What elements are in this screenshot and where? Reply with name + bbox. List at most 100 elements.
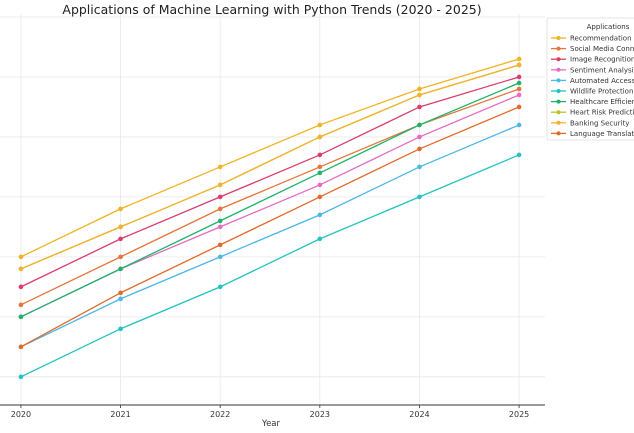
data-point [217,206,223,212]
series-social-media-conn [18,86,522,308]
data-point [417,86,422,92]
data-point [317,182,323,188]
legend-marker [556,131,561,136]
series-automated-access [18,122,522,350]
legend-marker [556,78,561,83]
series-healthcare-efficien [18,80,522,320]
data-point [417,134,422,140]
x-tick-label: 2023 [310,410,330,419]
series-line [20,64,520,270]
legend-marker [556,67,561,72]
data-point [317,194,323,200]
series-line [20,76,520,288]
series-recommendation [18,56,522,260]
data-point [516,62,522,68]
data-point [317,236,323,242]
data-point [317,122,323,128]
legend-label: Banking Security [570,119,629,127]
legend-label: Healthcare Efficien [570,98,634,106]
legend-item: Healthcare Efficien [551,98,634,106]
legend-marker [556,89,561,93]
legend-marker [556,120,561,125]
legend-box [546,17,634,141]
legend-item: Automated Access [551,77,634,85]
data-point [516,92,522,98]
grid [0,14,545,405]
legend-marker [556,46,561,51]
legend-marker [556,57,561,62]
data-point [417,164,422,170]
data-point [118,224,123,230]
data-point [417,122,422,128]
data-point [18,284,24,290]
series-sentiment-analysi [18,92,522,320]
data-point [217,164,223,170]
series-line [20,94,520,318]
legend-label: Social Media Conn [570,45,634,53]
data-point [317,164,323,170]
data-point [18,374,24,380]
series-line [20,82,520,318]
data-point [18,314,24,320]
data-point [417,146,422,152]
legend: Applications Recommendation Social Media … [546,17,634,141]
legend-item: Wildlife Protection [551,88,633,96]
data-point [118,266,123,272]
chart-title: Applications of Machine Learning with Py… [62,2,481,17]
series-line [20,106,520,348]
legend-label: Image Recognition [570,56,634,64]
x-tick-label: 2024 [409,410,429,419]
x-ticks: 2020 2021 2022 2023 2024 2025 [11,405,529,419]
legend-title: Applications [587,23,630,31]
legend-label: Automated Access [570,77,634,85]
data-point [18,302,24,308]
series-lines [18,56,522,380]
data-point [516,86,522,92]
data-point [217,254,223,260]
data-point [118,236,123,242]
data-point [217,218,223,224]
legend-item: Sentiment Analysi [551,66,634,74]
legend-item: Image Recognition [551,56,634,64]
legend-label: Language Translat [570,130,634,138]
data-point [516,152,522,158]
legend-label: Recommendation [570,35,632,43]
legend-label: Sentiment Analysi [570,66,634,74]
data-point [18,344,24,350]
legend-marker [556,99,561,104]
data-point [417,194,422,200]
data-point [417,104,422,110]
data-point [217,194,223,200]
series-line [20,58,520,258]
legend-item: Heart Risk Predicti [551,109,634,117]
x-axis-label: Year [261,419,281,429]
data-point [18,266,24,272]
series-heart-risk-predicti [18,62,522,272]
data-point [118,290,123,296]
data-point [18,254,24,260]
legend-marker [556,36,561,40]
x-tick-label: 2025 [509,410,529,419]
series-image-recognition [18,74,522,290]
legend-label: Heart Risk Predicti [570,109,634,117]
data-point [516,122,522,128]
legend-item: Banking Security [551,119,629,127]
data-point [118,254,123,260]
x-tick-label: 2022 [210,410,230,419]
series-line [20,154,520,378]
series-wildlife-protection [18,152,522,380]
legend-label: Wildlife Protection [570,88,633,96]
data-point [516,80,522,86]
data-point [217,224,223,230]
legend-item: Social Media Conn [551,45,634,53]
series-banking-security [18,62,522,272]
data-point [516,56,522,62]
series-language-translat [18,104,522,350]
data-point [118,206,123,212]
data-point [317,152,323,158]
legend-item: Language Translat [551,130,634,138]
series-line [20,88,520,306]
data-point [217,242,223,248]
series-line [20,124,520,348]
